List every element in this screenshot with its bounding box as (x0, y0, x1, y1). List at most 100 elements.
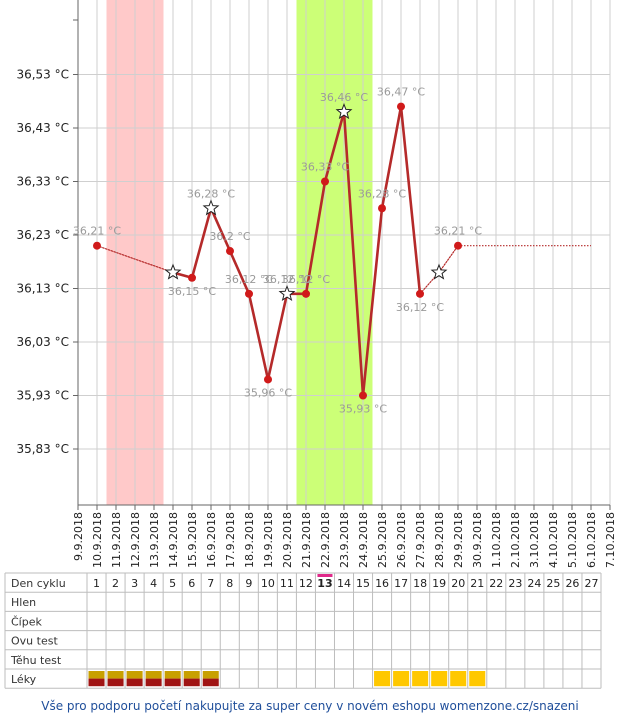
cycle-day-number: 15 (356, 577, 370, 590)
y-tick-label: 36,43 °C (16, 121, 69, 135)
cycle-day-number: 23 (508, 577, 522, 590)
temperature-dot (397, 102, 405, 111)
x-tick-label: 4.10.2018 (547, 512, 560, 568)
med-marker (431, 671, 448, 687)
cycle-day-number: 17 (394, 577, 408, 590)
temperature-dot (93, 241, 101, 250)
temperature-value-label: 36,28 °C (358, 187, 406, 200)
temperature-segment (361, 206, 384, 397)
x-tick-label: 15.9.2018 (186, 512, 199, 568)
cycle-day-number: 8 (226, 577, 233, 590)
temperature-segment (380, 105, 403, 210)
y-tick-label: 36,53 °C (16, 68, 69, 82)
temperature-value-labels: 36,21 °C 36,15 °C 36,28 °C 36,2 °C 36,12 °C 3… (73, 86, 482, 416)
y-axis-labels: 36,53 °C 36,43 °C 36,33 °C 36,23 °C 36,13 °C… (16, 68, 69, 457)
temperature-segment (228, 249, 251, 296)
temperature-segment (304, 180, 327, 296)
footer-promo[interactable]: Vše pro podporu početí nakupujte za supe… (41, 699, 579, 713)
med-marker-top (107, 671, 124, 679)
med-marker-top (126, 671, 143, 679)
cycle-day-number: 2 (112, 577, 119, 590)
cycle-day-number: 24 (527, 577, 541, 590)
cycle-day-number: 12 (299, 577, 313, 590)
x-tick-label: 27.9.2018 (414, 512, 427, 568)
med-marker-bottom (202, 678, 219, 687)
x-tick-label: 5.10.2018 (566, 512, 579, 568)
temperature-segment (399, 105, 422, 296)
star-marker (335, 103, 353, 120)
x-tick-label: 24.9.2018 (357, 512, 370, 568)
temperature-value-label: 35,96 °C (244, 386, 292, 399)
cycle-day-number: 22 (489, 577, 503, 590)
cycle-day-number: 16 (375, 577, 389, 590)
med-marker-bottom (88, 678, 105, 687)
temperature-dot (226, 247, 234, 256)
x-tick-label: 17.9.2018 (224, 512, 237, 568)
cycle-day-number: 25 (546, 577, 560, 590)
temperature-dot (188, 273, 196, 282)
x-tick-label: 12.9.2018 (129, 512, 142, 568)
cycle-day-number: 7 (207, 577, 214, 590)
temperature-value-label: 36,28 °C (187, 187, 235, 200)
med-marker (374, 671, 391, 687)
cycle-day-number: 1 (93, 577, 100, 590)
y-tick-label: 35,93 °C (16, 389, 69, 403)
temperature-segment (266, 292, 289, 381)
y-tick-label: 36,13 °C (16, 282, 69, 296)
star-marker (202, 199, 220, 216)
temperature-value-label: 36,12 °C (396, 301, 444, 314)
table-row-label: Léky (11, 673, 37, 686)
x-tick-label: 7.10.2018 (604, 512, 617, 568)
x-tick-label: 9.9.2018 (72, 512, 85, 561)
x-tick-label: 25.9.2018 (376, 512, 389, 568)
temperature-value-label: 36,15 °C (168, 285, 216, 298)
temperature-value-label: 36,21 °C (73, 225, 121, 238)
x-tick-label: 20.9.2018 (281, 512, 294, 568)
med-marker-top (164, 671, 181, 679)
temperature-value-label: 36,46 °C (320, 91, 368, 104)
cycle-day-number: 11 (280, 577, 294, 590)
cycle-day-number: 20 (451, 577, 465, 590)
x-tick-label: 10.9.2018 (91, 512, 104, 568)
y-tick-label: 35,83 °C (16, 442, 69, 456)
temperature-value-label: 36,2 °C (209, 230, 250, 243)
cycle-day-number: 6 (188, 577, 195, 590)
cycle-day-number: 27 (584, 577, 598, 590)
chart-axes (73, 0, 611, 510)
temperature-value-label: 36,21 °C (434, 225, 482, 238)
x-tick-label: 3.10.2018 (528, 512, 541, 568)
temperature-segment (96, 245, 174, 274)
med-marker-bottom (107, 678, 124, 687)
band-fertile (296, 0, 373, 505)
x-tick-label: 22.9.2018 (319, 512, 332, 568)
temperature-segment (438, 245, 459, 274)
y-tick-label: 36,03 °C (16, 335, 69, 349)
x-tick-label: 23.9.2018 (338, 512, 351, 568)
temperature-dot (378, 204, 386, 213)
temperature-dot (302, 289, 310, 298)
x-axis-labels: 9.9.2018 10.9.2018 11.9.2018 12.9.2018 13.9.… (72, 512, 617, 568)
cycle-day-number: 14 (337, 577, 351, 590)
cycle-day-number: 21 (470, 577, 484, 590)
med-marker-top (145, 671, 162, 679)
cycle-day-number: 26 (565, 577, 579, 590)
star-marker (278, 284, 296, 302)
med-marker-bottom (183, 678, 200, 687)
med-marker (469, 671, 486, 687)
temperature-value-label: 35,93 °C (339, 403, 387, 416)
temperature-segment (247, 292, 270, 381)
star-marker (430, 263, 448, 280)
cycle-day-number: 4 (150, 577, 157, 590)
cycle-day-number: 5 (169, 577, 176, 590)
cycle-day-number: 13 (317, 577, 332, 590)
x-tick-label: 28.9.2018 (433, 512, 446, 568)
y-tick-label: 36,33 °C (16, 175, 69, 189)
temperature-segment (190, 206, 213, 280)
temperature-segment (323, 110, 346, 183)
med-marker (450, 671, 467, 687)
temperature-dot (416, 289, 424, 298)
cycle-day-number: 3 (131, 577, 138, 590)
temperature-value-label: 36,33 °C (301, 161, 349, 174)
x-tick-label: 1.10.2018 (490, 512, 503, 568)
